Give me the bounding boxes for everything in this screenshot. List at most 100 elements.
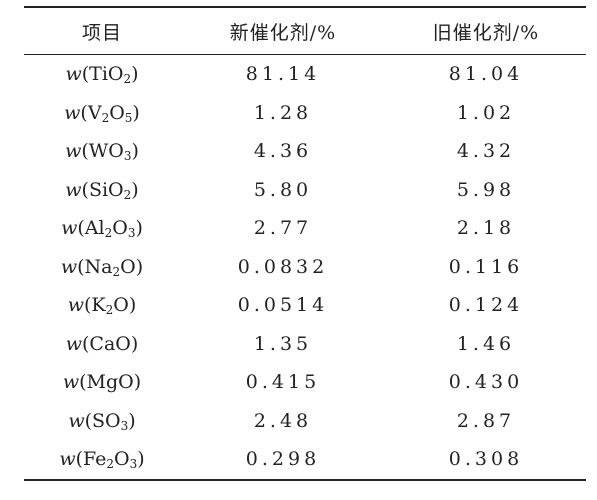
- table-body: w(TiO2) 81.14 81.04 w(V2O5) 1.28 1.02 w(WO3) 4.…: [24, 55, 586, 480]
- formula-text: K: [91, 294, 106, 317]
- formula-text: V: [87, 101, 102, 124]
- mass-fraction-symbol: w: [62, 371, 80, 394]
- old-catalyst-value: 2.87: [456, 409, 516, 432]
- header-row: 项目 新催化剂/% 旧催化剂/%: [24, 7, 586, 55]
- old-catalyst-value: 0.116: [448, 255, 524, 278]
- table-row: w(WO3) 4.36 4.32: [24, 132, 586, 171]
- table-row: w(SO3) 2.48 2.87: [24, 402, 586, 441]
- formula-text: Na: [84, 255, 113, 278]
- formula-subscript: 3: [120, 418, 129, 433]
- old-catalyst-value: 2.18: [456, 217, 516, 240]
- formula-subscript: 5: [124, 110, 133, 125]
- formula-text: Al: [84, 217, 105, 240]
- mass-fraction-symbol: w: [59, 448, 76, 471]
- header-new-catalyst: 新催化剂/%: [229, 21, 337, 44]
- paren-open: (: [84, 409, 93, 432]
- formula-subscript: 3: [123, 149, 132, 164]
- table-row: w(CaO) 1.35 1.46: [24, 325, 586, 364]
- row-item: w(Na2O): [24, 248, 180, 287]
- table-row: w(Al2O3) 2.77 2.18: [24, 209, 586, 248]
- header-old-catalyst: 旧催化剂/%: [432, 21, 540, 44]
- formula-text: O: [113, 294, 129, 317]
- formula-text: SO: [92, 409, 121, 432]
- formula-subscript: 2: [104, 226, 113, 241]
- paren-close: ): [131, 140, 139, 163]
- table-row: w(Fe2O3) 0.298 0.308: [24, 440, 586, 480]
- paren-open: (: [81, 140, 89, 163]
- row-item: w(K2O): [24, 286, 180, 325]
- catalyst-composition-table: 项目 新催化剂/% 旧催化剂/% w(TiO2) 81.14 81.04 w(V2O5…: [24, 6, 586, 481]
- new-catalyst-value: 0.298: [245, 448, 321, 471]
- paren-close: ): [131, 63, 139, 86]
- formula-subscript: 3: [127, 226, 136, 241]
- formula-text: WO: [88, 140, 124, 163]
- mass-fraction-symbol: w: [65, 178, 82, 201]
- formula-text: TiO: [89, 63, 124, 86]
- paren-close: ): [135, 217, 143, 240]
- paren-close: ): [137, 448, 145, 471]
- old-catalyst-value: 81.04: [448, 63, 524, 86]
- paren-open: (: [81, 332, 90, 355]
- row-item: w(Al2O3): [24, 209, 180, 248]
- formula-subscript: 2: [123, 187, 132, 202]
- row-item: w(SiO2): [24, 171, 180, 210]
- new-catalyst-value: 2.48: [253, 409, 313, 432]
- mass-fraction-symbol: w: [65, 63, 82, 86]
- new-catalyst-value: 0.0832: [237, 255, 329, 278]
- old-catalyst-value: 0.308: [448, 448, 524, 471]
- formula-subscript: 3: [129, 457, 138, 472]
- catalyst-composition-table-wrap: 项目 新催化剂/% 旧催化剂/% w(TiO2) 81.14 81.04 w(V2O5…: [24, 6, 586, 481]
- paren-close: ): [133, 371, 142, 394]
- formula-text: MgO: [86, 371, 134, 394]
- row-item: w(CaO): [24, 325, 180, 364]
- formula-text: O: [114, 448, 130, 471]
- formula-text: CaO: [89, 332, 131, 355]
- paren-close: ): [130, 332, 139, 355]
- formula-subscript: 2: [106, 457, 115, 472]
- paren-close: ): [131, 178, 139, 201]
- paren-open: (: [80, 101, 88, 124]
- paren-close: ): [128, 409, 136, 432]
- row-item: w(MgO): [24, 363, 180, 402]
- paren-open: (: [81, 63, 90, 86]
- paren-open: (: [77, 255, 85, 278]
- old-catalyst-value: 1.46: [456, 332, 516, 355]
- table-row: w(K2O) 0.0514 0.124: [24, 286, 586, 325]
- old-catalyst-value: 4.32: [456, 140, 516, 163]
- table-row: w(V2O5) 1.28 1.02: [24, 94, 586, 133]
- row-item: w(V2O5): [24, 94, 180, 133]
- new-catalyst-value: 1.35: [253, 332, 313, 355]
- formula-text: O: [120, 255, 136, 278]
- paren-close: ): [128, 294, 137, 317]
- old-catalyst-value: 0.124: [448, 294, 524, 317]
- formula-text: O: [109, 101, 125, 124]
- row-item: w(SO3): [24, 402, 180, 441]
- old-catalyst-value: 0.430: [448, 371, 524, 394]
- formula-text: O: [112, 217, 128, 240]
- new-catalyst-value: 2.77: [253, 217, 313, 240]
- table-row: w(TiO2) 81.14 81.04: [24, 55, 586, 94]
- row-item: w(Fe2O3): [24, 440, 180, 480]
- paren-open: (: [75, 448, 83, 471]
- new-catalyst-value: 5.80: [253, 178, 313, 201]
- mass-fraction-symbol: w: [65, 140, 82, 163]
- mass-fraction-symbol: w: [61, 217, 78, 240]
- table-row: w(SiO2) 5.80 5.98: [24, 171, 586, 210]
- table-row: w(MgO) 0.415 0.430: [24, 363, 586, 402]
- old-catalyst-value: 5.98: [456, 178, 516, 201]
- formula-subscript: 2: [101, 110, 110, 125]
- new-catalyst-value: 0.415: [245, 371, 321, 394]
- formula-subscript: 2: [105, 303, 114, 318]
- table-row: w(Na2O) 0.0832 0.116: [24, 248, 586, 287]
- mass-fraction-symbol: w: [67, 294, 84, 317]
- mass-fraction-symbol: w: [64, 101, 81, 124]
- mass-fraction-symbol: w: [60, 255, 78, 278]
- row-item: w(WO3): [24, 132, 180, 171]
- paren-open: (: [81, 178, 89, 201]
- mass-fraction-symbol: w: [68, 409, 85, 432]
- table-header: 项目 新催化剂/% 旧催化剂/%: [24, 7, 586, 55]
- new-catalyst-value: 0.0514: [237, 294, 329, 317]
- old-catalyst-value: 1.02: [456, 101, 516, 124]
- mass-fraction-symbol: w: [65, 332, 82, 355]
- formula-subscript: 2: [123, 72, 132, 87]
